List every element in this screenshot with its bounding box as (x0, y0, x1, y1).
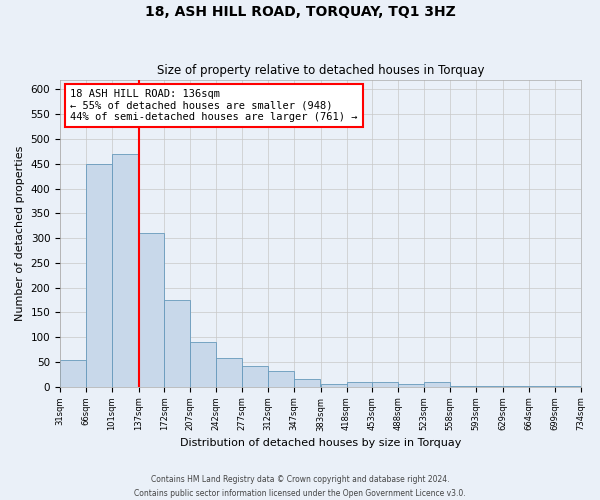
Bar (424, 382, 450, 387)
X-axis label: Distribution of detached houses by size in Torquay: Distribution of detached houses by size … (179, 438, 461, 448)
Bar (112, 154, 138, 387)
Y-axis label: Number of detached properties: Number of detached properties (15, 146, 25, 321)
Text: Contains HM Land Registry data © Crown copyright and database right 2024.
Contai: Contains HM Land Registry data © Crown c… (134, 476, 466, 498)
Bar (320, 384, 347, 387)
Bar (190, 342, 216, 387)
Bar (554, 386, 581, 387)
Bar (398, 384, 424, 387)
Title: Size of property relative to detached houses in Torquay: Size of property relative to detached ho… (157, 64, 484, 77)
Bar (216, 358, 242, 387)
Bar (242, 366, 268, 387)
Text: 18, ASH HILL ROAD, TORQUAY, TQ1 3HZ: 18, ASH HILL ROAD, TORQUAY, TQ1 3HZ (145, 5, 455, 19)
Text: 18 ASH HILL ROAD: 136sqm
← 55% of detached houses are smaller (948)
44% of semi-: 18 ASH HILL ROAD: 136sqm ← 55% of detach… (70, 89, 358, 122)
Bar (86, 164, 112, 387)
Bar (139, 233, 164, 387)
Bar (268, 371, 294, 387)
Bar (164, 300, 190, 387)
Bar (60, 360, 86, 387)
Bar (347, 382, 373, 387)
Bar (373, 382, 398, 387)
Bar (294, 380, 320, 387)
